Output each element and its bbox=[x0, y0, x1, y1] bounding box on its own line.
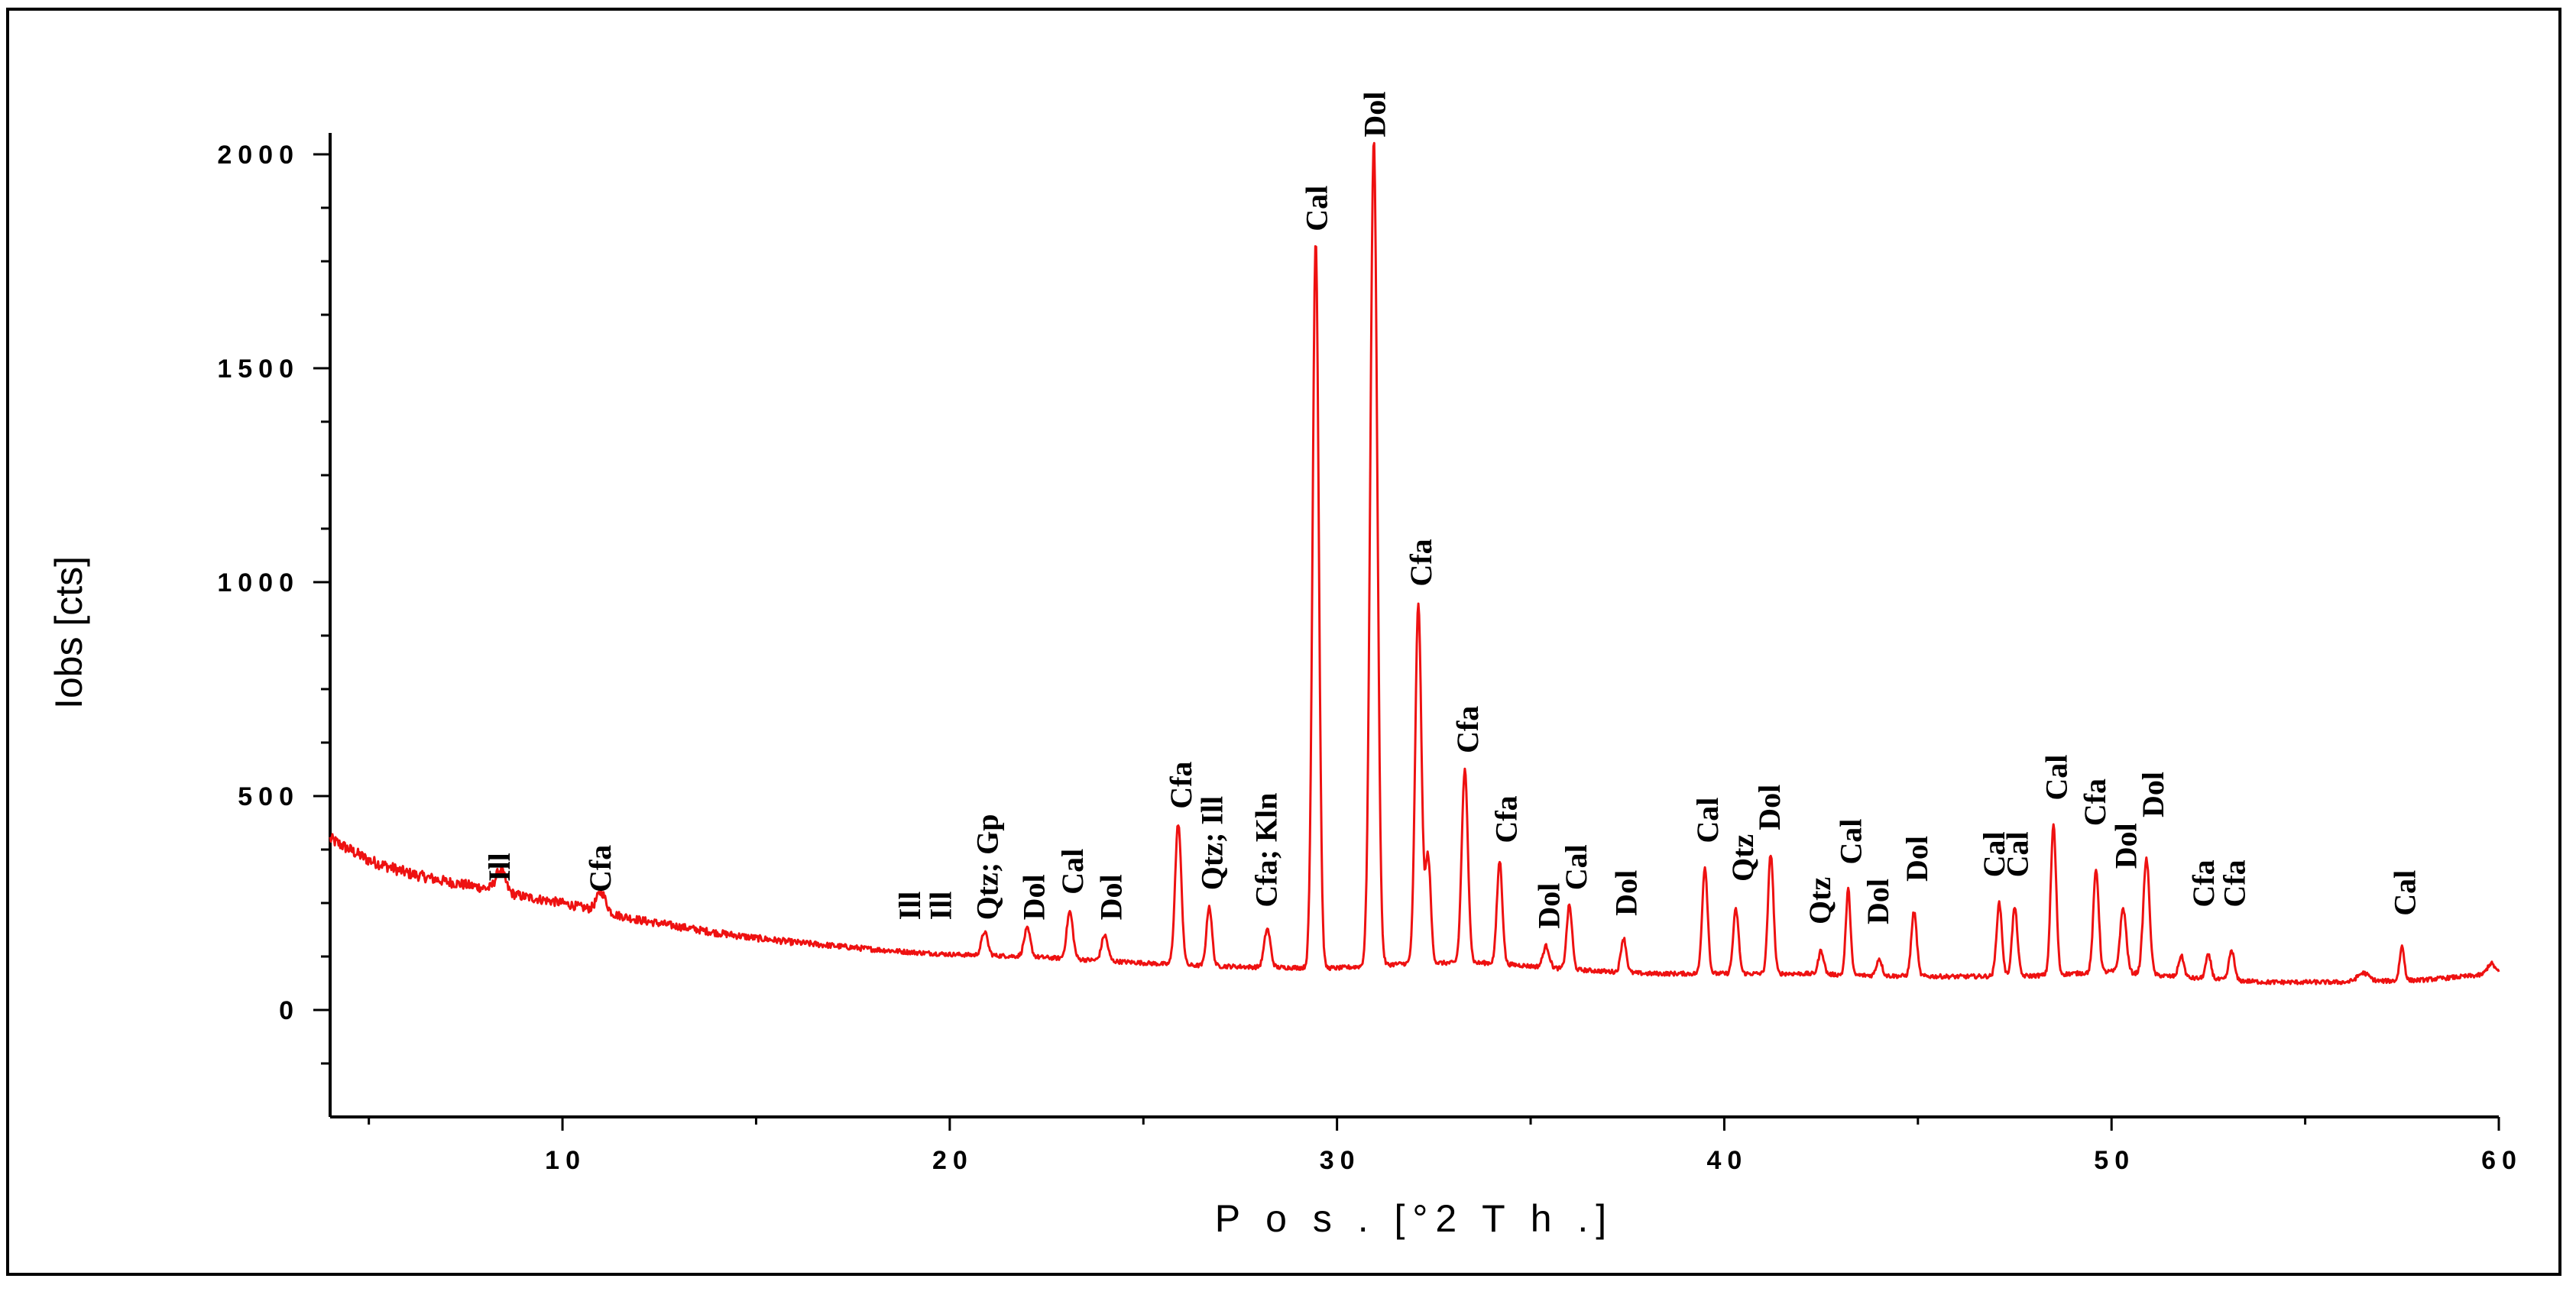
y-tick-label: 0 bbox=[279, 996, 300, 1025]
peak-label: Cfa bbox=[1404, 539, 1438, 586]
peak-label: Cal bbox=[1834, 819, 1868, 865]
peak-label: Ill bbox=[924, 892, 958, 921]
peak-label: Dol bbox=[2108, 823, 2143, 869]
peak-label: Cal bbox=[2387, 870, 2422, 916]
series-group bbox=[329, 141, 2500, 986]
peak-label: Cal bbox=[2039, 755, 2073, 801]
peak-label: Dol bbox=[2136, 772, 2170, 817]
peak-label: Qtz bbox=[1803, 877, 1837, 924]
x-tick-label: 20 bbox=[932, 1146, 974, 1175]
peak-label: Cfa bbox=[2186, 859, 2221, 907]
peak-label: Dol bbox=[1752, 785, 1787, 830]
x-tick-label: 10 bbox=[545, 1146, 586, 1175]
peak-label: Dol bbox=[1016, 874, 1051, 920]
peak-label: Dol bbox=[1900, 836, 1934, 882]
y-tick-label: 1500 bbox=[217, 354, 300, 384]
peak-label: Cfa bbox=[2217, 859, 2251, 907]
peak-label: Cal bbox=[2001, 831, 2035, 877]
peak-label: Dol bbox=[1861, 879, 1895, 924]
peak-label: Qtz; Ill bbox=[1194, 796, 1229, 890]
peak-label: Cfa bbox=[2078, 778, 2112, 826]
peak-label: Cal bbox=[1977, 831, 2011, 877]
peak-label: Cal bbox=[1055, 849, 1090, 895]
peak-label: Cal bbox=[1299, 186, 1333, 231]
peak-label: Cal bbox=[1559, 844, 1593, 890]
peak-label: Cal bbox=[1690, 798, 1725, 843]
peak-label: Qtz; Gp bbox=[970, 814, 1005, 921]
y-tick-label: 500 bbox=[238, 782, 300, 811]
x-tick-label: 60 bbox=[2481, 1146, 2523, 1175]
x-tick-label: 40 bbox=[1707, 1146, 1748, 1175]
y-axis-title: Iobs [cts] bbox=[47, 556, 90, 709]
y-tick-label: 1000 bbox=[217, 568, 300, 597]
peak-label: Cfa bbox=[1450, 706, 1485, 753]
peak-label: Ill bbox=[482, 853, 517, 882]
x-tick-label: 30 bbox=[1320, 1146, 1361, 1175]
x-axis-title: P o s . [°2 T h .] bbox=[1215, 1197, 1614, 1240]
chart-frame: 10 20 30 40 50 60 0 500 1000 1500 2000 Ill Cfa Ill Il… bbox=[6, 8, 2561, 1276]
peak-label: Qtz bbox=[1725, 834, 1760, 882]
peak-label: Cfa; Kln bbox=[1249, 793, 1283, 908]
x-tick-label: 50 bbox=[2094, 1146, 2135, 1175]
peak-label: Dol bbox=[1609, 870, 1644, 916]
peak-label: Ill bbox=[893, 892, 927, 921]
ticks: 10 20 30 40 50 60 0 500 1000 1500 2000 bbox=[217, 141, 2523, 1175]
peak-label: Dol bbox=[1094, 874, 1129, 920]
axes bbox=[329, 133, 2499, 1118]
xrd-series-line bbox=[329, 141, 2500, 986]
peak-label: Cfa bbox=[583, 845, 617, 892]
y-tick-label: 2000 bbox=[217, 141, 300, 170]
peak-label: Dol bbox=[1357, 92, 1392, 138]
peak-label: Cfa bbox=[1164, 762, 1198, 809]
peak-label: Dol bbox=[1531, 883, 1566, 929]
peak-label: Cfa bbox=[1489, 795, 1524, 843]
